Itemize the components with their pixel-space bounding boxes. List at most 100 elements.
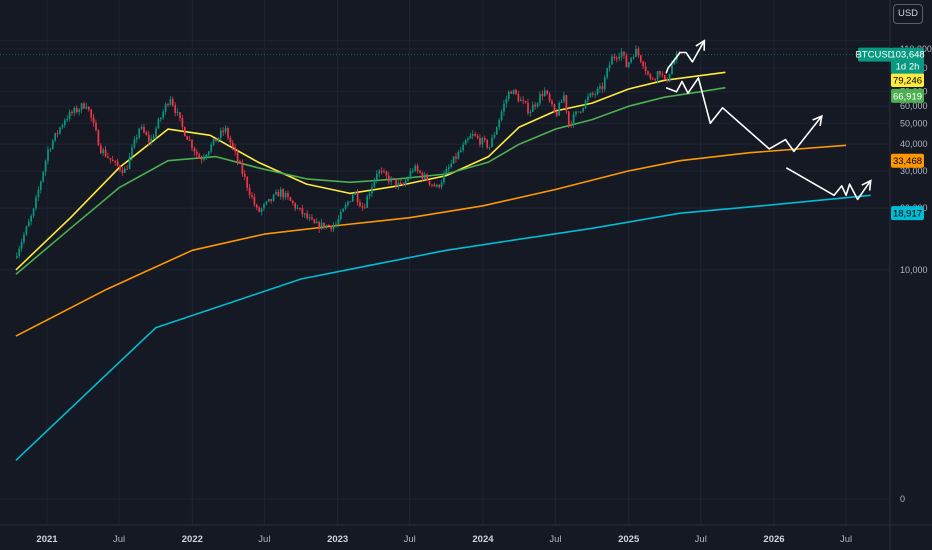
candle-body [407, 178, 409, 181]
candle-body [126, 168, 129, 170]
candle-body [594, 93, 597, 95]
candle-body [318, 221, 321, 230]
candle-body [212, 138, 215, 145]
candle-body [361, 206, 364, 208]
candle-body [421, 172, 424, 179]
currency-button[interactable]: USD [893, 4, 923, 24]
candle-body [217, 137, 220, 142]
time-tick-label: Jul [549, 534, 561, 545]
time-tick-label: Jul [113, 534, 125, 545]
candle-body [73, 107, 76, 114]
candle-body [531, 104, 534, 112]
time-tick-label: 2024 [472, 534, 494, 545]
candle-body [315, 221, 318, 224]
candle-body [431, 184, 433, 186]
candle-body [522, 99, 525, 101]
candle-body [503, 103, 505, 112]
candle-body [171, 99, 174, 106]
symbol-tag-label: BTCUSD [855, 50, 894, 61]
candle-body [433, 184, 436, 187]
candle-body [253, 196, 256, 205]
candle-body [385, 171, 388, 176]
candle-body [469, 135, 472, 139]
candle-body [121, 170, 124, 173]
candle-body [23, 234, 25, 242]
candle-body [546, 90, 549, 94]
candle-body [375, 173, 378, 180]
candle-body [457, 151, 460, 159]
candle-body [483, 137, 486, 140]
candle-body [219, 130, 222, 138]
candle-body [198, 154, 201, 159]
candle-body [486, 139, 489, 148]
candle-body [37, 190, 40, 198]
candle-body [359, 202, 361, 207]
candle-body [599, 86, 601, 89]
candle-body [661, 74, 664, 76]
candle-body [551, 100, 553, 105]
candle-body [565, 95, 568, 112]
price-tick-label: 10,000 [900, 265, 928, 275]
candle-body [620, 51, 623, 57]
candle-body [479, 137, 481, 145]
candle-body [354, 192, 357, 195]
candle-body [447, 167, 450, 170]
candle-body [87, 106, 90, 110]
moving-average-tag-label: 18,917 [893, 209, 922, 220]
candle-body [263, 204, 265, 209]
candle-body [289, 196, 292, 201]
candle-body [368, 193, 371, 197]
candle-body [596, 88, 599, 94]
candle-body [267, 198, 270, 202]
candle-body [109, 158, 112, 160]
candle-body [51, 140, 54, 149]
candle-body [404, 180, 407, 185]
candle-body [330, 225, 333, 230]
projection-arrowhead [861, 179, 872, 191]
candle-body [140, 126, 143, 129]
candle-body [647, 71, 649, 75]
candle-body [378, 170, 381, 174]
candle-body [351, 194, 354, 202]
candles [0, 45, 890, 259]
candle-body [495, 127, 498, 135]
candle-body [195, 151, 198, 155]
candle-body [68, 111, 71, 119]
candle-body [459, 150, 462, 152]
candle-body [54, 132, 57, 141]
time-tick-label: 2021 [36, 534, 58, 545]
candle-body [438, 184, 441, 188]
candle-body [234, 147, 237, 152]
candle-body [668, 74, 671, 82]
candle-body [111, 159, 114, 162]
candle-body [179, 112, 181, 119]
candle-body [560, 101, 563, 104]
candle-body [200, 158, 203, 160]
candle-body [337, 218, 340, 225]
candle-body [611, 56, 613, 65]
candle-body [606, 68, 609, 78]
candle-body [567, 111, 570, 125]
candle-body [85, 106, 88, 109]
candle-body [135, 137, 138, 140]
candle-body [284, 193, 287, 198]
candle-body [476, 135, 479, 138]
candle-body [380, 170, 383, 172]
time-axis[interactable]: 2021 Jul 2022 Jul 2023 Jul 2024 Jul 2025 Jul 2026 J… [36, 534, 852, 545]
candle-body [18, 248, 21, 257]
candle-body [95, 122, 97, 131]
candle-body [128, 156, 131, 169]
candle-body [42, 171, 45, 182]
candle-body [363, 207, 366, 209]
candle-body [467, 138, 469, 141]
projection-path [785, 167, 872, 201]
candle-body [471, 134, 474, 136]
candle-body [443, 174, 445, 183]
candle-body [27, 221, 30, 227]
candle-body [342, 208, 345, 212]
candle-body [536, 103, 539, 107]
price-tick-label: 0 [900, 494, 905, 504]
candle-body [673, 60, 676, 65]
candle-body [510, 91, 513, 94]
